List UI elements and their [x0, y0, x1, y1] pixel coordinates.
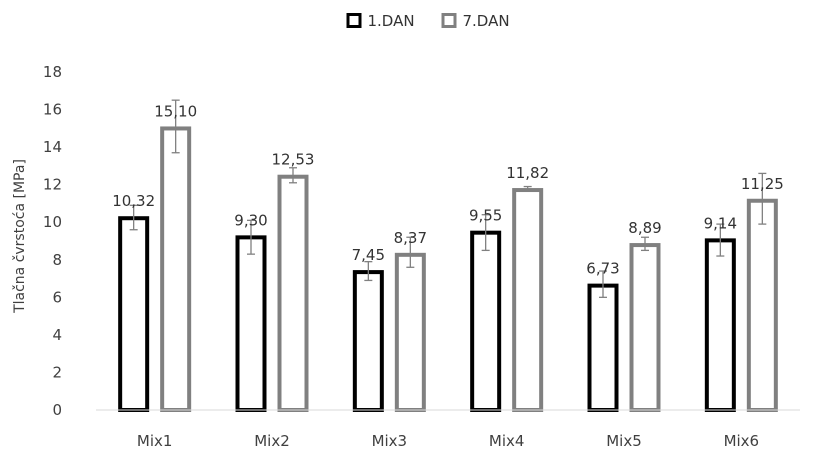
bar-1.DAN-Mix1: [118, 216, 150, 412]
bar-1.DAN-Mix4: [470, 230, 502, 412]
y-axis-title: Tlačna čvrstoća [MPa]: [12, 159, 28, 314]
bar-7.DAN-Mix5: [629, 243, 661, 412]
y-tick-label: 6: [52, 288, 62, 306]
data-label: 8,37: [394, 229, 427, 247]
data-label: 6,73: [586, 260, 619, 278]
x-axis: Mix1 Mix2 Mix3 Mix4 Mix5 Mix6: [96, 409, 800, 450]
y-tick-label: 4: [52, 326, 62, 344]
y-tick-label: 12: [43, 176, 62, 194]
error-bar: [171, 99, 180, 154]
legend-label: 7.DAN: [463, 12, 510, 30]
bar-7.DAN-Mix2: [277, 174, 309, 412]
data-label: 8,89: [628, 219, 661, 237]
x-tick-label: Mix2: [254, 432, 290, 450]
y-tick-label: 8: [52, 251, 62, 269]
data-label: 9,55: [469, 207, 502, 225]
data-label: 15,10: [154, 102, 197, 120]
bar-7.DAN-Mix4: [512, 188, 544, 412]
error-bar: [289, 167, 297, 184]
data-label: 12,53: [272, 151, 315, 169]
y-axis: 0 2 4 6 8 10 12 14 16 18: [43, 63, 62, 419]
legend-swatch: [441, 13, 457, 28]
bar-1.DAN-Mix2: [235, 235, 267, 412]
data-label: 10,32: [112, 192, 155, 210]
bar-7.DAN-Mix1: [160, 126, 192, 412]
error-bar: [758, 172, 767, 225]
bar-1.DAN-Mix6: [704, 238, 736, 412]
error-bar: [641, 236, 649, 252]
y-tick-label: 18: [43, 63, 62, 81]
data-label: 7,45: [352, 246, 385, 264]
error-bar: [523, 185, 532, 191]
error-bar: [129, 204, 138, 231]
error-bar: [247, 219, 255, 255]
data-label: 9,14: [704, 214, 737, 232]
y-tick-label: 2: [52, 363, 62, 381]
legend-swatch: [346, 13, 362, 28]
x-tick-label: Mix5: [606, 432, 642, 450]
x-tick-label: Mix6: [724, 432, 760, 450]
legend-item: 7.DAN: [441, 12, 510, 30]
x-tick-label: Mix1: [137, 432, 173, 450]
data-label: 9,30: [234, 211, 267, 229]
bar-1.DAN-Mix3: [352, 270, 384, 412]
y-tick-label: 10: [43, 213, 62, 231]
data-label: 11,25: [741, 175, 784, 193]
bar-7.DAN-Mix3: [394, 252, 426, 412]
x-tick-label: Mix3: [372, 432, 408, 450]
legend-label: 1.DAN: [368, 12, 415, 30]
bar-7.DAN-Mix6: [746, 198, 778, 412]
bar-1.DAN-Mix5: [587, 283, 619, 412]
data-label: 11,82: [506, 164, 549, 182]
error-bar: [716, 223, 725, 257]
y-tick-label: 14: [43, 138, 62, 156]
error-bar: [481, 214, 490, 252]
legend: 1.DAN 7.DAN: [346, 12, 510, 30]
y-tick-label: 0: [52, 401, 62, 419]
legend-item: 1.DAN: [346, 12, 415, 30]
x-tick-label: Mix4: [489, 432, 525, 450]
bars: 10,32 9,30 7,45 9,55 6,73 9,14 15,10 12,53 8,37 1…: [112, 99, 784, 412]
error-bar: [406, 236, 415, 268]
error-bar: [364, 261, 373, 282]
error-bar: [599, 270, 607, 298]
y-tick-label: 16: [43, 101, 62, 119]
